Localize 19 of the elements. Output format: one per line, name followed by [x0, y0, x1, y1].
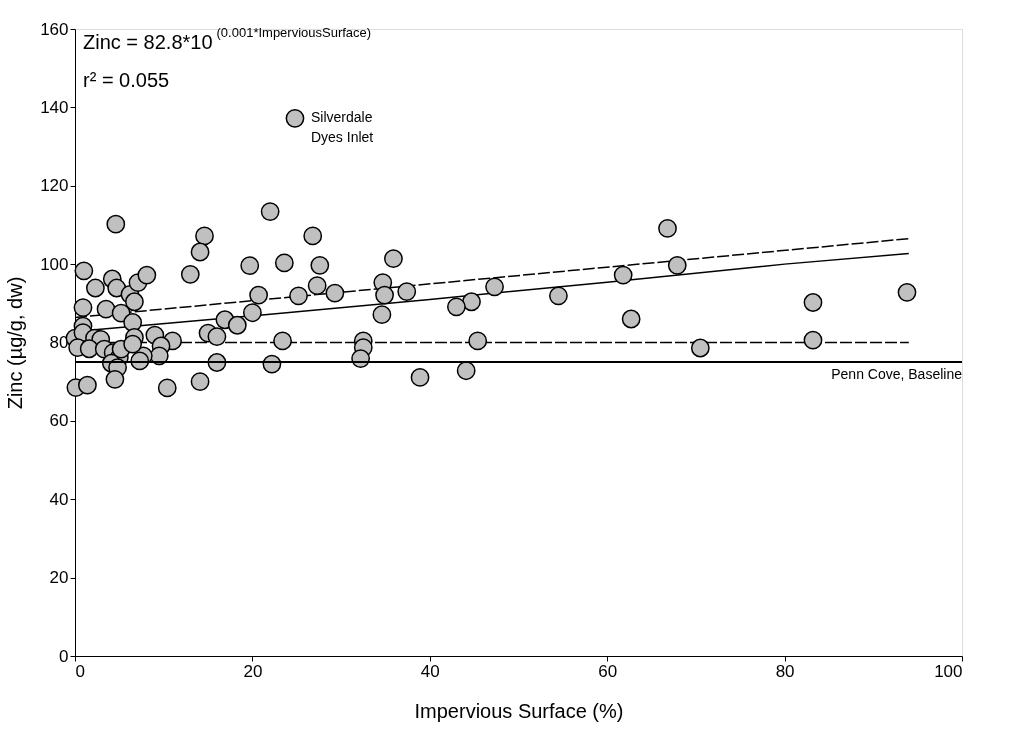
x-axis-title: Impervious Surface (%) — [414, 699, 624, 722]
y-tick-label: 160 — [40, 19, 69, 39]
x-tick-label: 80 — [775, 661, 795, 681]
y-tick-label: 0 — [59, 646, 69, 666]
x-tick-label: 40 — [420, 661, 440, 681]
x-tick-label: 60 — [598, 661, 618, 681]
y-tick-label: 20 — [49, 568, 69, 588]
y-tick-label: 40 — [49, 489, 69, 509]
y-tick-label: 60 — [49, 411, 69, 431]
ref-line-label: Penn Cove, Baseline — [831, 366, 963, 383]
y-tick-label: 120 — [40, 176, 69, 196]
annotation: r² = 0.055 — [83, 69, 170, 91]
x-tick-label: 20 — [243, 661, 263, 681]
x-tick-label: 0 — [75, 661, 85, 681]
y-tick-label: 100 — [40, 254, 69, 274]
y-tick-label: 140 — [40, 97, 69, 117]
y-axis-title: Zinc (µg/g, dw) — [4, 276, 27, 410]
x-tick-label: 100 — [934, 661, 963, 681]
annotation: Silverdale Dyes Inlet — [310, 109, 374, 146]
